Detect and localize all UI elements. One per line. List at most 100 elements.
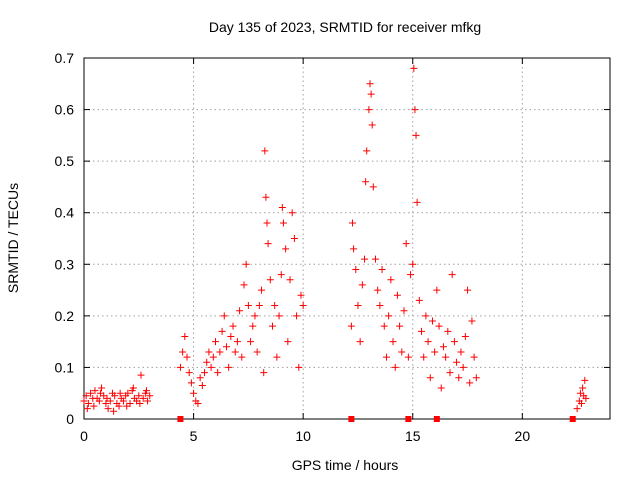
data-point-plus (209, 353, 217, 361)
y-tick-label: 0.5 (55, 153, 75, 169)
data-point-plus (411, 106, 419, 114)
data-point-plus (457, 348, 465, 356)
data-point-plus (356, 338, 364, 346)
data-point-plus (293, 312, 301, 320)
data-point-plus (80, 397, 88, 405)
data-point-plus (439, 343, 447, 351)
data-point-plus (435, 322, 443, 330)
data-point-plus (196, 374, 204, 382)
data-point-plus (444, 327, 452, 335)
data-point-plus (354, 302, 362, 310)
data-point-plus (198, 381, 206, 389)
data-point-plus (271, 302, 279, 310)
gap-markers (177, 416, 576, 422)
data-point-plus (404, 353, 412, 361)
data-point-plus (412, 131, 420, 139)
data-point-plus (366, 80, 374, 88)
data-point-plus (185, 369, 193, 377)
data-point-plus (218, 327, 226, 335)
data-point-plus (450, 338, 458, 346)
data-point-plus (378, 265, 386, 273)
data-point-plus (376, 302, 384, 310)
data-point-plus (297, 291, 305, 299)
data-point-plus (472, 374, 480, 382)
data-point-plus (203, 358, 211, 366)
data-point-plus (396, 322, 404, 330)
data-point-plus (216, 348, 224, 356)
data-point-plus (279, 219, 287, 227)
data-point-plus (225, 363, 233, 371)
x-tick-label: 5 (190, 428, 198, 444)
data-point-plus (385, 312, 393, 320)
data-point-plus (448, 271, 456, 279)
data-point-plus (102, 400, 110, 408)
data-point-plus (240, 281, 248, 289)
data-point-plus (453, 358, 461, 366)
data-point-plus (368, 121, 376, 129)
axis-ticks: 0 0.1 0.2 0.3 0.4 0.5 0.6 0.7 0 5 10 15 20 (55, 50, 610, 444)
data-point-plus (238, 353, 246, 361)
data-point-plus (459, 363, 467, 371)
data-point-plus (91, 387, 99, 395)
data-point-plus (83, 405, 91, 413)
data-point-plus (220, 312, 228, 320)
data-point-plus (582, 394, 590, 402)
data-point-plus (299, 302, 307, 310)
data-point-plus (442, 353, 450, 361)
data-point-plus (391, 363, 399, 371)
data-point-plus (420, 353, 428, 361)
data-point-plus (103, 394, 111, 402)
data-point-plus (111, 392, 119, 400)
data-point-plus (402, 240, 410, 248)
data-point-plus (176, 363, 184, 371)
data-point-plus (207, 363, 215, 371)
data-point-plus (466, 379, 474, 387)
data-point-plus (362, 178, 370, 186)
data-point-plus (261, 147, 269, 155)
y-tick-label: 0.2 (55, 308, 75, 324)
data-point-plus (407, 271, 415, 279)
data-point-plus (115, 402, 123, 410)
y-tick-label: 0 (66, 411, 74, 427)
data-point-plus (455, 374, 463, 382)
data-points (80, 64, 590, 415)
data-point-plus (137, 371, 145, 379)
data-point-plus (135, 392, 143, 400)
data-point-plus (410, 64, 418, 72)
y-tick-label: 0.4 (55, 205, 75, 221)
gap-marker-square (177, 416, 184, 422)
data-point-plus (264, 240, 272, 248)
data-point-plus (277, 271, 285, 279)
data-point-plus (98, 384, 106, 392)
data-point-plus (437, 384, 445, 392)
data-point-plus (205, 348, 213, 356)
data-point-plus (290, 235, 298, 242)
data-point-plus (461, 332, 469, 340)
x-axis-title: GPS time / hours (292, 457, 399, 473)
data-point-plus (347, 322, 355, 330)
data-point-plus (183, 353, 191, 361)
data-point-plus (233, 338, 241, 346)
y-tick-label: 0.7 (55, 50, 75, 66)
data-point-plus (119, 397, 127, 405)
data-point-plus (422, 312, 430, 320)
data-point-plus (262, 193, 270, 201)
data-point-plus (263, 219, 271, 227)
data-point-plus (579, 384, 587, 392)
data-point-plus (382, 353, 390, 361)
data-point-plus (146, 392, 154, 400)
data-point-plus (428, 317, 436, 325)
data-point-plus (84, 400, 92, 408)
data-point-plus (284, 338, 292, 346)
data-point-plus (201, 369, 209, 377)
data-point-plus (352, 265, 360, 273)
data-point-plus (258, 286, 266, 294)
data-point-plus (190, 389, 198, 397)
data-point-plus (393, 291, 401, 299)
x-tick-label: 20 (515, 428, 531, 444)
data-point-plus (90, 402, 98, 410)
data-point-plus (194, 400, 202, 408)
data-point-plus (214, 369, 222, 377)
data-point-plus (371, 255, 379, 263)
data-point-plus (82, 392, 90, 400)
